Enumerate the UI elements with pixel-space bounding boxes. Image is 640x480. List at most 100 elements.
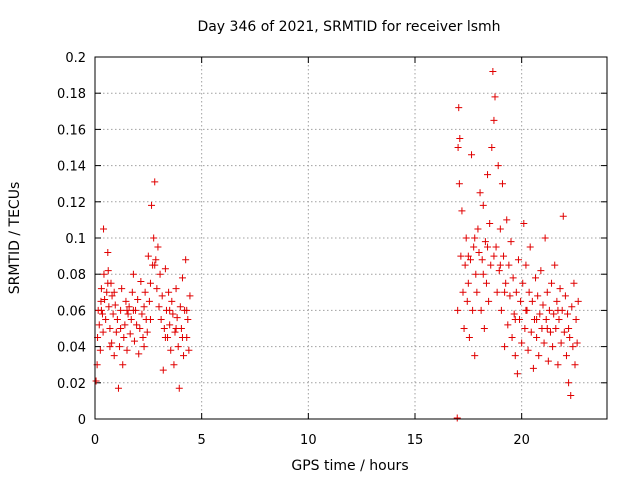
data-point [503, 216, 511, 224]
data-point [110, 288, 118, 296]
data-point [129, 306, 137, 314]
data-point [125, 303, 133, 311]
data-point [119, 361, 127, 369]
data-point [566, 334, 574, 342]
data-point [175, 384, 183, 392]
data-point [118, 285, 126, 293]
data-point [140, 303, 148, 311]
data-point [509, 274, 517, 282]
y-tick-label: 0.16 [57, 123, 86, 138]
data-point [495, 267, 503, 275]
data-point [150, 234, 158, 242]
data-points [92, 67, 582, 422]
data-point [155, 303, 163, 311]
data-point [99, 328, 107, 336]
data-point [492, 243, 500, 251]
data-point [479, 201, 487, 209]
data-point [472, 270, 480, 278]
data-point [518, 339, 526, 347]
data-point [554, 306, 562, 314]
data-point [128, 288, 136, 296]
data-point [109, 310, 117, 318]
data-point [540, 339, 548, 347]
data-point [522, 261, 530, 269]
data-point [169, 310, 177, 318]
data-point [159, 366, 167, 374]
data-point [462, 234, 470, 242]
data-point [156, 270, 164, 278]
data-point [182, 256, 190, 264]
data-point [546, 328, 554, 336]
data-point [106, 343, 114, 351]
data-point [494, 162, 502, 170]
data-point [172, 325, 180, 332]
data-point [501, 343, 509, 351]
data-point [183, 306, 191, 314]
data-point [117, 325, 125, 332]
data-point [143, 328, 151, 336]
data-point [488, 144, 496, 151]
y-tick-label: 0.06 [57, 304, 86, 319]
y-tick-label: 0.1 [65, 232, 86, 247]
data-point [539, 301, 547, 309]
data-point [549, 343, 557, 351]
data-point [519, 279, 527, 287]
data-point [137, 277, 145, 285]
x-tick-label: 5 [198, 433, 206, 448]
data-point [508, 334, 516, 342]
data-point [478, 256, 486, 264]
data-point [121, 321, 129, 329]
data-point [553, 297, 561, 305]
data-point [471, 352, 479, 360]
data-point [514, 256, 522, 264]
data-point [480, 325, 488, 332]
data-point [536, 310, 544, 318]
data-point [513, 370, 521, 378]
data-point [470, 243, 478, 251]
data-point [140, 343, 148, 351]
data-point [532, 274, 540, 282]
x-axis-label: GPS time / hours [291, 458, 408, 474]
data-point [130, 337, 138, 345]
data-point [534, 292, 542, 300]
data-point [512, 288, 520, 296]
data-point [469, 306, 477, 314]
data-point [136, 325, 144, 332]
data-point [455, 180, 463, 188]
axes-layer: 0 0.02 0.04 0.06 0.08 0.1 0.12 0.14 0.16 0.18 0.2 0… [57, 51, 607, 448]
data-point [551, 261, 559, 269]
data-point [527, 328, 535, 336]
data-point [556, 285, 564, 293]
x-tick-label: 20 [513, 433, 530, 448]
data-point [476, 189, 484, 197]
data-point [108, 339, 116, 347]
data-point [157, 315, 165, 323]
data-point [139, 334, 147, 342]
data-point [113, 315, 121, 323]
data-point [533, 315, 541, 323]
data-point [463, 297, 471, 305]
data-point [485, 297, 493, 305]
data-point [524, 346, 532, 354]
data-point [554, 361, 562, 369]
data-point [574, 297, 582, 305]
data-point [173, 314, 181, 322]
data-point [464, 279, 472, 287]
data-point [141, 288, 149, 296]
y-tick-label: 0.08 [57, 268, 86, 283]
data-point [453, 414, 461, 422]
data-point [570, 279, 578, 287]
y-tick-label: 0.18 [57, 87, 86, 102]
data-point [108, 292, 116, 300]
data-point [511, 352, 519, 360]
data-point [153, 285, 161, 293]
data-point [135, 350, 143, 358]
data-point [98, 310, 106, 318]
data-point [97, 285, 105, 293]
data-point [117, 306, 125, 314]
data-point [176, 303, 184, 311]
data-point [555, 315, 563, 323]
data-point [505, 261, 513, 269]
data-point [102, 315, 110, 323]
data-point [120, 334, 128, 342]
